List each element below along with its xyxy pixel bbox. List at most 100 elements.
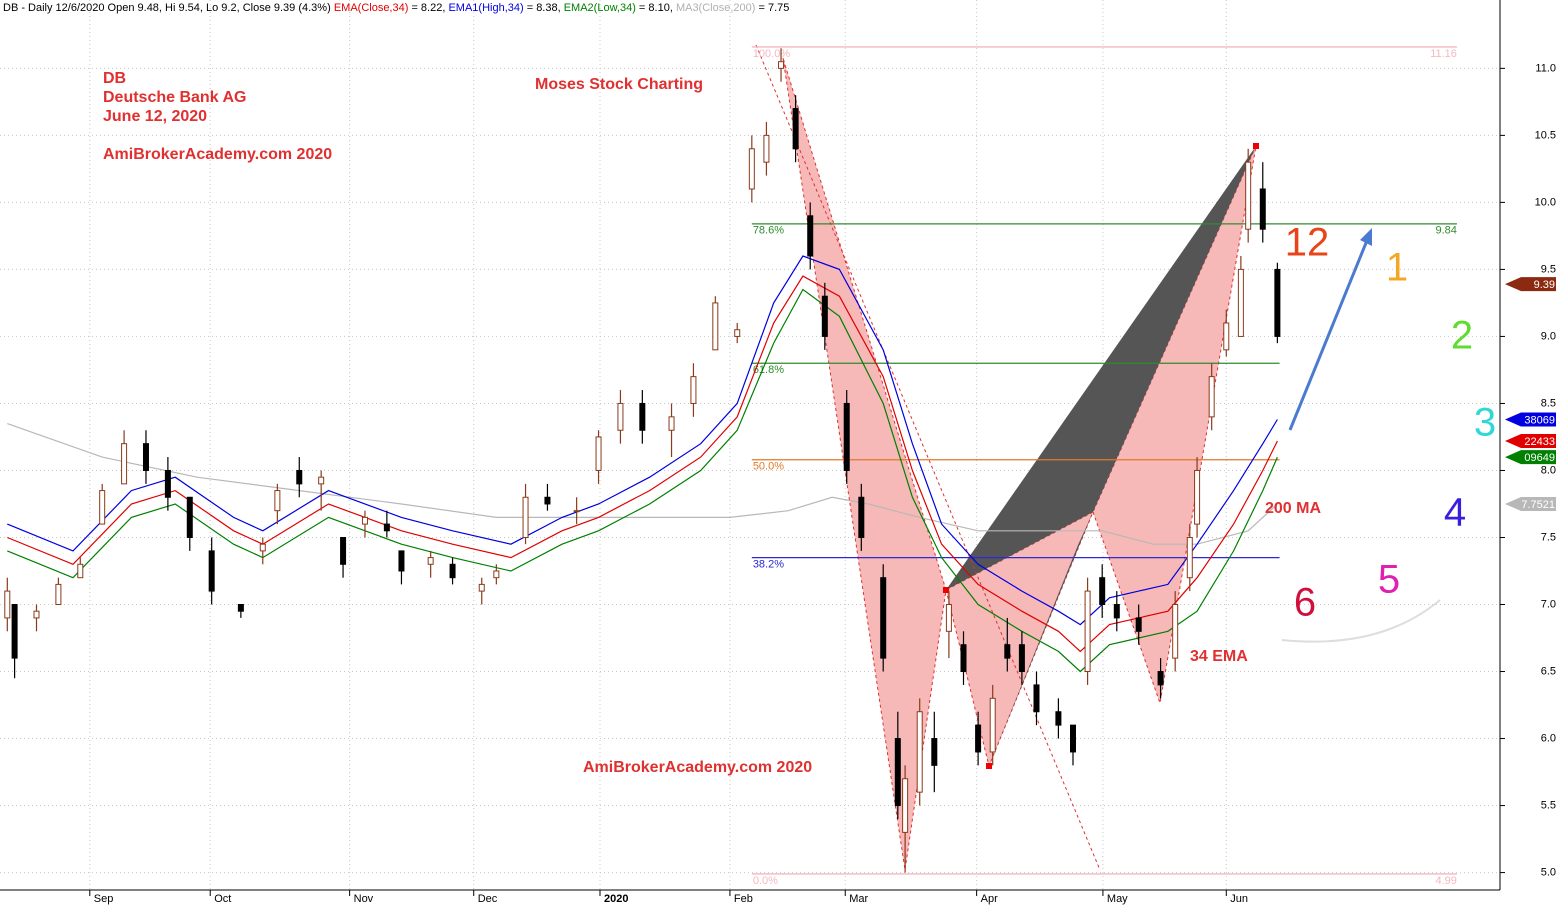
fib-label: 100.0% <box>753 48 791 60</box>
y-tick-label: 10.5 <box>1535 129 1556 141</box>
annotation: Moses Stock Charting <box>535 76 703 93</box>
annotation: AmiBrokerAcademy.com 2020 <box>103 146 332 163</box>
harmonic-pattern <box>755 44 1259 871</box>
header-part: MA3(Close,200) <box>676 2 755 14</box>
candle-body <box>1113 604 1120 619</box>
indicator-line <box>7 288 1278 673</box>
annotation: 34 EMA <box>1190 648 1248 665</box>
header-part: = 8.10, <box>636 2 676 14</box>
candle-body <box>1099 577 1106 606</box>
y-tick-label: 10.0 <box>1535 196 1556 208</box>
candle-body <box>449 563 456 579</box>
header-part: EMA1(High,34) <box>448 2 523 14</box>
header-part: = 8.38, <box>524 2 564 14</box>
fib-value-label: 9.84 <box>1436 225 1457 237</box>
candle-body <box>398 550 405 572</box>
candle-body <box>186 496 193 538</box>
candle-body <box>1055 711 1062 726</box>
indicator-line <box>7 275 1278 653</box>
header-part: = 8.22, <box>408 2 448 14</box>
x-tick-label: Nov <box>354 893 374 905</box>
candle-body <box>1237 268 1244 337</box>
candle-body <box>931 738 938 766</box>
fib-value-label: 11.16 <box>1430 48 1457 60</box>
annotation: June 12, 2020 <box>103 108 207 125</box>
y-tick-label: 8.5 <box>1541 397 1556 409</box>
candle-body <box>748 148 755 190</box>
x-tick-label: Mar <box>849 893 868 905</box>
annotation: DB <box>103 70 126 87</box>
fib-label: 78.6% <box>753 225 784 237</box>
indicator-lines <box>7 255 1278 673</box>
candle-body <box>763 134 770 163</box>
price-tag <box>1505 412 1556 427</box>
candle-body <box>493 570 500 579</box>
candle-body <box>544 496 551 505</box>
fib-label: 38.2% <box>753 558 784 570</box>
candle-body <box>427 557 434 565</box>
candle-body <box>164 469 171 498</box>
candle-body <box>1004 644 1011 659</box>
x-tick-label: Sep <box>94 893 114 905</box>
y-tick-label: 5.0 <box>1541 866 1556 878</box>
candle-body <box>690 376 697 404</box>
price-tag <box>1505 450 1556 465</box>
clock-arc <box>1281 599 1441 643</box>
x-tick-label: Apr <box>981 893 998 905</box>
y-tick-label: 5.5 <box>1541 799 1556 811</box>
y-tick-label: 7.0 <box>1541 598 1556 610</box>
x-tick-label: Dec <box>478 893 498 905</box>
candle-body <box>573 510 580 513</box>
header: DB - Daily 12/6/2020 Open 9.48, Hi 9.54,… <box>3 2 789 14</box>
candle-body <box>960 644 967 673</box>
fib-value-label: 4.99 <box>1436 875 1457 887</box>
candle-body <box>121 443 128 485</box>
candle-body <box>1186 536 1193 579</box>
candle-body <box>902 778 909 833</box>
candle-body <box>340 536 347 565</box>
indicator-line <box>7 255 1278 626</box>
x-tick-label: Feb <box>734 893 753 905</box>
candle-body <box>639 402 646 431</box>
y-tick-label: 6.5 <box>1541 665 1556 677</box>
pattern-dark <box>946 146 1256 590</box>
clock-number: 2 <box>1451 314 1473 358</box>
clock-number: 5 <box>1378 558 1400 602</box>
candle-body <box>296 469 303 485</box>
candle-body <box>989 697 996 753</box>
candle-body <box>1194 469 1201 525</box>
y-tick-label: 9.5 <box>1541 263 1556 275</box>
annotation: 200 MA <box>1265 500 1321 517</box>
candle-body <box>383 523 390 532</box>
header-part: EMA2(Low,34) <box>564 2 636 14</box>
candle-body <box>142 443 149 471</box>
candle-body <box>361 516 368 525</box>
annotation: Deutsche Bank AG <box>103 89 246 106</box>
clock-number: 4 <box>1444 491 1466 535</box>
candle-body <box>1172 604 1179 659</box>
fib-label: 50.0% <box>753 461 784 473</box>
candle-body <box>734 329 741 337</box>
clock-number: 6 <box>1294 581 1316 625</box>
candle-body <box>55 583 62 606</box>
clock-number: 3 <box>1474 401 1496 445</box>
candle-body <box>77 563 84 579</box>
candle-body <box>522 496 529 538</box>
candle-body <box>916 711 923 793</box>
candle-body <box>1084 590 1091 673</box>
header-part: EMA(Close,34) <box>334 2 409 14</box>
candle-body <box>821 295 828 337</box>
arrow-head <box>1360 228 1372 246</box>
candle-body <box>843 402 850 471</box>
clock-number: 12 <box>1285 221 1330 265</box>
candle-body <box>792 108 799 150</box>
x-tick-label: May <box>1107 893 1128 905</box>
arrow <box>1288 237 1370 431</box>
candles <box>4 48 1281 873</box>
candle-body <box>807 215 814 257</box>
y-tick-label: 6.0 <box>1541 732 1556 744</box>
candle-body <box>668 416 675 431</box>
y-tick-label: 8.0 <box>1541 464 1556 476</box>
price-tag <box>1505 496 1556 511</box>
